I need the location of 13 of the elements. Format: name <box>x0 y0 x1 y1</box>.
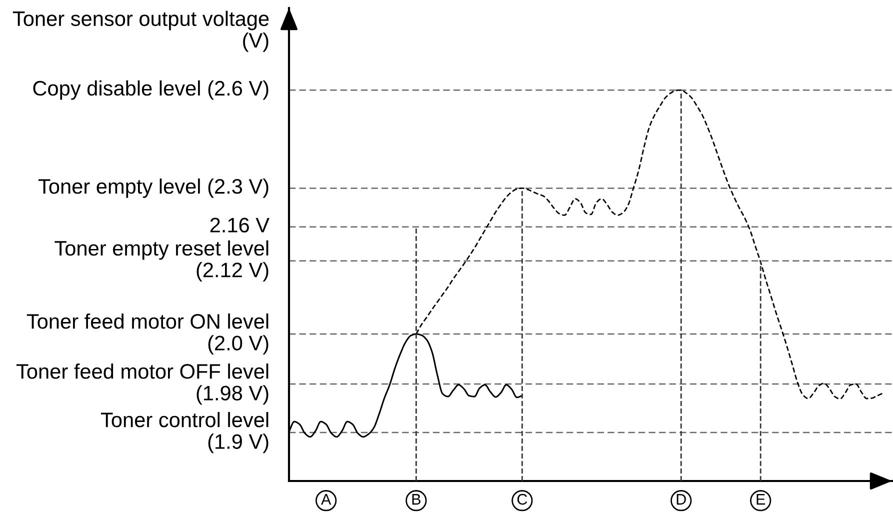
ref-line-label: Toner control level (1.9 V) <box>100 412 268 454</box>
x-tick-label: E <box>756 494 766 505</box>
ref-line-label: Toner empty reset level (2.12 V) <box>54 240 268 282</box>
ref-line-label: Toner feed motor OFF level (1.98 V) <box>16 364 268 405</box>
x-tick-label: C <box>517 494 528 505</box>
ref-line-label: Toner empty level (2.3 V) <box>38 178 268 198</box>
ref-line-label: Toner feed motor ON level (2.0 V) <box>26 313 268 355</box>
ref-line-label: Copy disable level (2.6 V) <box>33 80 268 100</box>
ref-line-label: 2.16 V <box>210 218 270 232</box>
x-tick-label: B <box>412 494 420 505</box>
y-axis-title: Toner sensor output voltage (V) <box>12 10 269 52</box>
x-tick-label: A <box>321 494 332 505</box>
x-tick-label: D <box>676 494 686 505</box>
